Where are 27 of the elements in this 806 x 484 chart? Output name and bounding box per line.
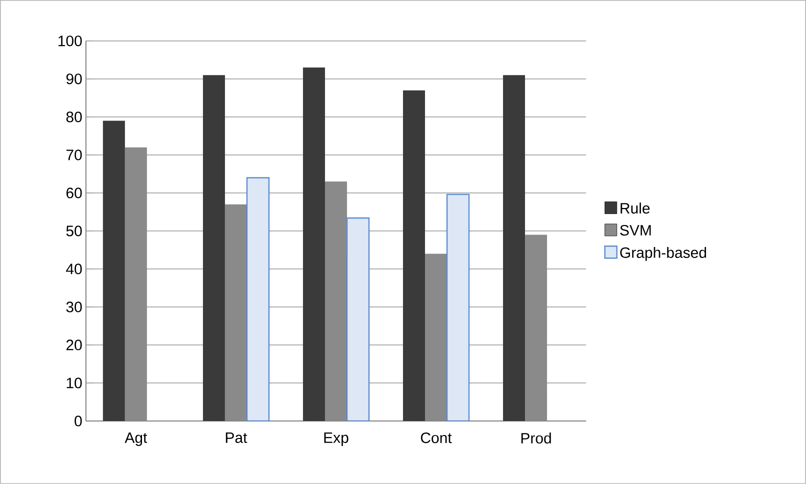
y-tick-label: 60	[66, 188, 82, 198]
legend-label: SVM	[620, 225, 651, 236]
y-tick-label: 10	[66, 378, 82, 388]
legend-label: Rule	[620, 202, 650, 214]
x-tick-label: Pat	[226, 432, 248, 444]
y-tick-label: 30	[66, 302, 82, 312]
y-tick-label: 20	[66, 340, 82, 350]
y-tick-label: 50	[66, 226, 82, 236]
bar	[346, 217, 370, 422]
x-tick-label: Prod	[521, 432, 551, 444]
y-tick-label: 90	[66, 74, 82, 84]
x-tick-label: Agt	[124, 432, 148, 446]
bar	[102, 120, 125, 422]
bar	[202, 75, 225, 422]
y-tick-label: 100	[58, 36, 82, 46]
x-tick-label: Cont	[420, 432, 452, 444]
bar	[403, 90, 426, 422]
y-tick-label: 40	[66, 264, 82, 274]
y-tick-label: 0	[74, 416, 82, 426]
x-tick-label: Exp	[324, 432, 348, 446]
legend-label: Graph-based	[620, 246, 706, 261]
bar	[302, 68, 325, 422]
bar	[246, 177, 270, 422]
y-tick-label: 70	[66, 150, 82, 160]
y-tick-label: 80	[66, 112, 82, 122]
bar	[446, 194, 470, 422]
bar	[503, 75, 526, 422]
